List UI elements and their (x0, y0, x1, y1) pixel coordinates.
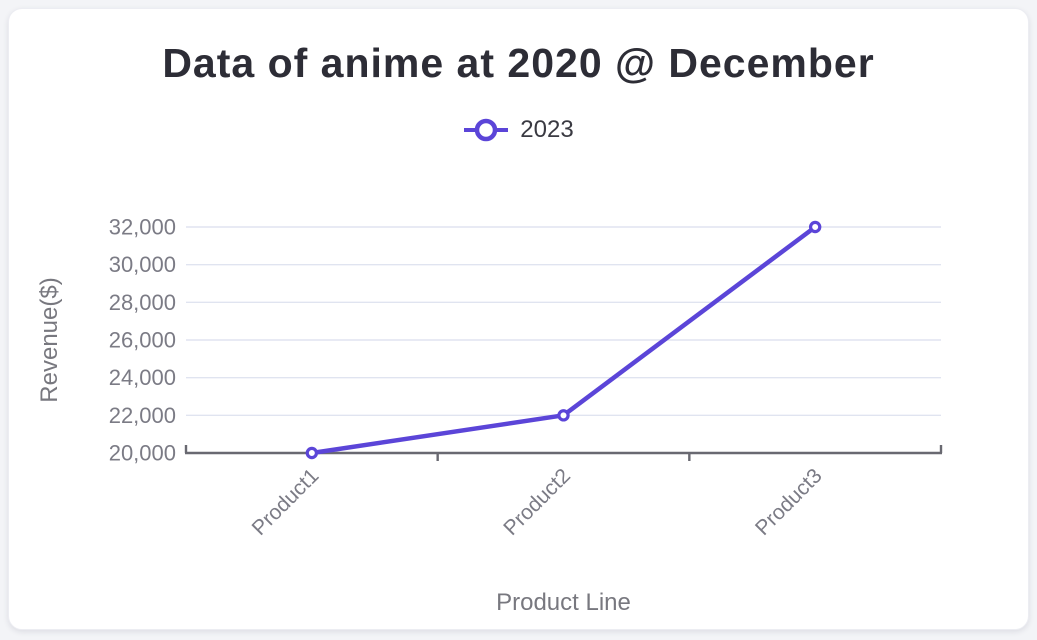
legend-item-2023[interactable]: 2023 (9, 116, 1028, 144)
data-point[interactable] (557, 409, 570, 422)
chart-card: Data of anime at 2020 @ December 2023 (8, 8, 1029, 630)
legend-label: 2023 (520, 116, 574, 144)
chart-title: Data of anime at 2020 @ December (162, 40, 875, 86)
data-point[interactable] (808, 220, 822, 234)
line-circle-icon (463, 117, 509, 143)
data-point[interactable] (305, 446, 319, 460)
